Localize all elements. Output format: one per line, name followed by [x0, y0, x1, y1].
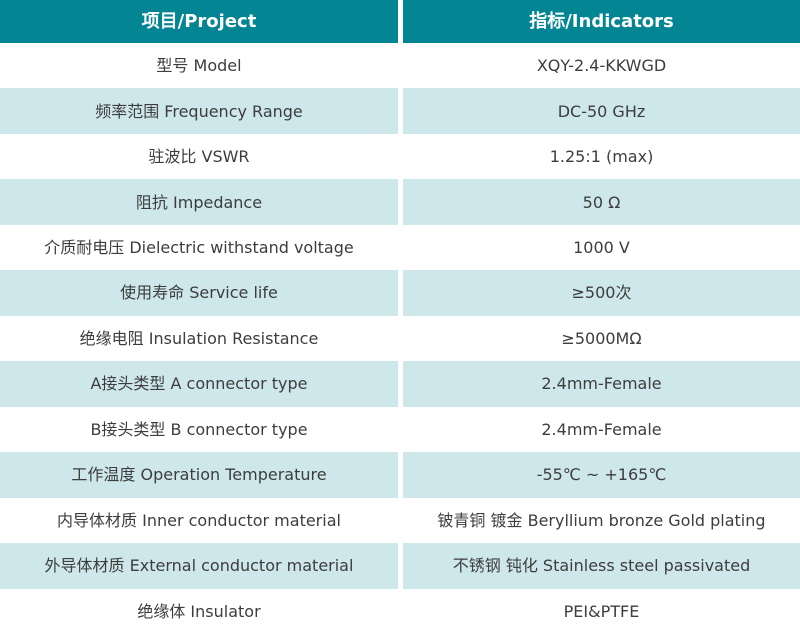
column-divider	[398, 270, 403, 316]
project-cell: 介质耐电压 Dielectric withstand voltage	[0, 224, 398, 271]
project-cell: 驻波比 VSWR	[0, 133, 398, 180]
column-divider	[398, 588, 403, 634]
column-divider	[398, 406, 403, 453]
table-row: 驻波比 VSWR 1.25:1 (max)	[0, 133, 800, 180]
column-divider	[398, 133, 403, 180]
table-row: 频率范围 Frequency Range DC-50 GHz	[0, 88, 800, 134]
project-cell: 型号 Model	[0, 43, 398, 89]
table-row: 工作温度 Operation Temperature -55℃ ~ +165℃	[0, 452, 800, 498]
indicator-cell: 50 Ω	[403, 179, 800, 225]
indicator-cell: 2.4mm-Female	[403, 361, 800, 407]
indicator-cell: -55℃ ~ +165℃	[403, 452, 800, 498]
column-divider	[398, 88, 403, 134]
project-cell: 绝缘体 Insulator	[0, 588, 398, 634]
column-divider	[398, 43, 403, 89]
table-row: 外导体材质 External conductor material 不锈钢 钝化…	[0, 543, 800, 589]
indicator-cell: ≥5000MΩ	[403, 315, 800, 362]
project-cell: 频率范围 Frequency Range	[0, 88, 398, 134]
project-cell: A接头类型 A connector type	[0, 361, 398, 407]
table-row: 型号 Model XQY-2.4-KKWGD	[0, 43, 800, 89]
indicator-cell: 1000 V	[403, 224, 800, 271]
column-divider	[398, 224, 403, 271]
project-cell: 内导体材质 Inner conductor material	[0, 497, 398, 544]
indicator-cell: XQY-2.4-KKWGD	[403, 43, 800, 89]
table-header-row: 项目/Project 指标/Indicators	[0, 0, 800, 43]
table-row: 介质耐电压 Dielectric withstand voltage 1000 …	[0, 224, 800, 271]
header-indicators: 指标/Indicators	[403, 0, 800, 43]
indicator-cell: DC-50 GHz	[403, 88, 800, 134]
column-divider	[398, 497, 403, 544]
indicator-cell: 1.25:1 (max)	[403, 133, 800, 180]
table-row: 绝缘体 Insulator PEI&PTFE	[0, 588, 800, 634]
project-cell: 外导体材质 External conductor material	[0, 543, 398, 589]
table-row: B接头类型 B connector type 2.4mm-Female	[0, 406, 800, 453]
column-divider	[398, 452, 403, 498]
column-divider	[398, 0, 403, 43]
column-divider	[398, 543, 403, 589]
table-row: A接头类型 A connector type 2.4mm-Female	[0, 361, 800, 407]
table-row: 阻抗 Impedance 50 Ω	[0, 179, 800, 225]
column-divider	[398, 361, 403, 407]
project-cell: 使用寿命 Service life	[0, 270, 398, 316]
indicator-cell: PEI&PTFE	[403, 588, 800, 634]
indicator-cell: ≥500次	[403, 270, 800, 316]
column-divider	[398, 315, 403, 362]
indicator-cell: 2.4mm-Female	[403, 406, 800, 453]
table-row: 绝缘电阻 Insulation Resistance ≥5000MΩ	[0, 315, 800, 362]
indicator-cell: 不锈钢 钝化 Stainless steel passivated	[403, 543, 800, 589]
project-cell: 绝缘电阻 Insulation Resistance	[0, 315, 398, 362]
header-project: 项目/Project	[0, 0, 398, 43]
project-cell: 阻抗 Impedance	[0, 179, 398, 225]
table-row: 内导体材质 Inner conductor material 铍青铜 镀金 Be…	[0, 497, 800, 544]
project-cell: B接头类型 B connector type	[0, 406, 398, 453]
indicator-cell: 铍青铜 镀金 Beryllium bronze Gold plating	[403, 497, 800, 544]
table-row: 使用寿命 Service life ≥500次	[0, 270, 800, 316]
column-divider	[398, 179, 403, 225]
project-cell: 工作温度 Operation Temperature	[0, 452, 398, 498]
